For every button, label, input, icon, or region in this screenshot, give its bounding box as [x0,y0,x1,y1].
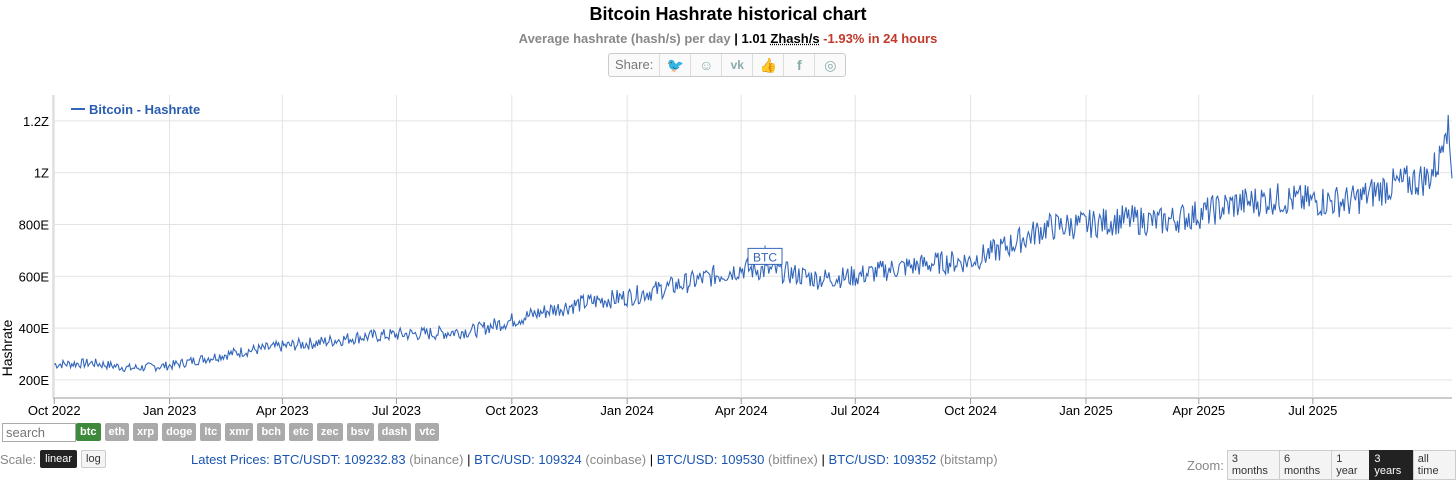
zoom-3-months-button[interactable]: 3 months [1226,450,1281,480]
scale-control: Scale: linear log [0,450,106,468]
price-coinbase[interactable]: BTC/USD: 109324 [474,452,582,467]
exchange-bitstamp: (bitstamp) [939,452,998,467]
current-unit[interactable]: Zhash/s [770,31,820,46]
zoom-3-years-button[interactable]: 3 years [1369,450,1414,480]
prices-label: Latest Prices: [191,452,270,467]
scale-linear-button[interactable]: linear [40,450,78,468]
price-binance[interactable]: BTC/USDT: 109232.83 [273,452,406,467]
legend-series-name[interactable]: Bitcoin - Hashrate [89,102,200,117]
share-bar: Share: 🐦 ☺ vk 👍 f ◎ [608,53,847,77]
coin-button-bch[interactable]: bch [257,423,285,441]
x-tick-label: Jan 2025 [1059,403,1113,418]
exchange-binance: (binance) [409,452,464,467]
x-tick-label: Oct 2022 [28,403,81,418]
subtitle-label: Average hashrate (hash/s) per day [518,31,731,46]
x-tick-label: Apr 2024 [715,403,768,418]
coin-button-dash[interactable]: dash [377,423,412,441]
reddit-icon[interactable]: ☺ [691,54,723,76]
coin-button-btc[interactable]: btc [76,423,101,441]
x-tick-label: Oct 2024 [944,403,997,418]
zoom-1-year-button[interactable]: 1 year [1331,450,1371,480]
price-bitstamp[interactable]: BTC/USD: 109352 [828,452,937,467]
twitter-icon[interactable]: 🐦 [660,54,692,76]
share-label: Share: [609,54,661,76]
x-tick-label: Jan 2024 [600,403,654,418]
facebook-icon[interactable]: f [784,54,816,76]
scale-label: Scale: [0,451,37,467]
current-value: 1.01 [741,31,767,46]
chart-title: Bitcoin Hashrate historical chart [589,4,867,24]
zoom-label: Zoom: [1187,457,1224,473]
x-tick-label: Oct 2023 [485,403,538,418]
latest-prices: Latest Prices: BTC/USDT: 109232.83 (bina… [191,452,998,467]
annotation-label: BTC [753,250,777,264]
y-tick-label: 200E [19,373,50,388]
series-line-hashrate [54,114,1453,373]
coin-button-doge[interactable]: doge [162,423,197,441]
x-tick-label: Jan 2023 [143,403,197,418]
coin-button-xrp[interactable]: xrp [133,423,159,441]
coin-button-xmr[interactable]: xmr [225,423,254,441]
y-tick-label: 800E [19,217,50,232]
x-tick-label: Jul 2023 [372,403,421,418]
weibo-icon[interactable]: ◎ [824,56,837,73]
coin-button-zec[interactable]: zec [316,423,343,441]
coin-button-ltc[interactable]: ltc [200,423,222,441]
x-tick-label: Apr 2023 [256,403,309,418]
zoom-all-time-button[interactable]: all time [1412,450,1456,480]
coin-button-bsv[interactable]: bsv [346,423,374,441]
change-24h: -1.93% in 24 hours [823,31,938,46]
search-input[interactable] [2,423,76,442]
x-axis: Oct 2022 Jan 2023 Apr 2023 Jul 2023 Oct 2023… [28,403,1338,418]
btc-annotation[interactable]: BTC [747,245,783,265]
legend[interactable]: Bitcoin - Hashrate [71,102,200,117]
vk-icon[interactable]: vk [722,54,754,76]
y-axis: 200E 400E 600E 800E 1Z 1.2Z [19,114,50,388]
zoom-control: Zoom: 3 months 6 months 1 year 3 years a… [1187,450,1456,480]
y-axis-label: Hashrate [0,319,15,376]
zoom-6-months-button[interactable]: 6 months [1279,450,1333,480]
exchange-bitfinex: (bitfinex) [768,452,818,467]
coin-button-eth[interactable]: eth [104,423,129,441]
chart-subtitle: Average hashrate (hash/s) per day | 1.01… [518,31,938,46]
hashrate-chart[interactable]: 200E 400E 600E 800E 1Z 1.2Z Oct 2022 Jan 2023 A… [0,90,1456,420]
coin-selector: btc eth xrp doge ltc xmr bch etc zec bsv dash vtc [76,423,440,441]
y-tick-label: 600E [19,269,50,284]
coin-button-vtc[interactable]: vtc [415,423,440,441]
coin-button-etc[interactable]: etc [289,423,313,441]
like-icon[interactable]: 👍 [753,54,785,76]
x-tick-label: Jul 2025 [1288,403,1337,418]
price-bitfinex[interactable]: BTC/USD: 109530 [656,452,765,467]
x-tick-label: Jul 2024 [831,403,880,418]
scale-log-button[interactable]: log [81,450,106,468]
x-tick-label: Apr 2025 [1172,403,1225,418]
y-tick-label: 1.2Z [23,114,49,129]
y-tick-label: 1Z [34,166,49,181]
y-tick-label: 400E [19,321,50,336]
exchange-coinbase: (coinbase) [585,452,647,467]
